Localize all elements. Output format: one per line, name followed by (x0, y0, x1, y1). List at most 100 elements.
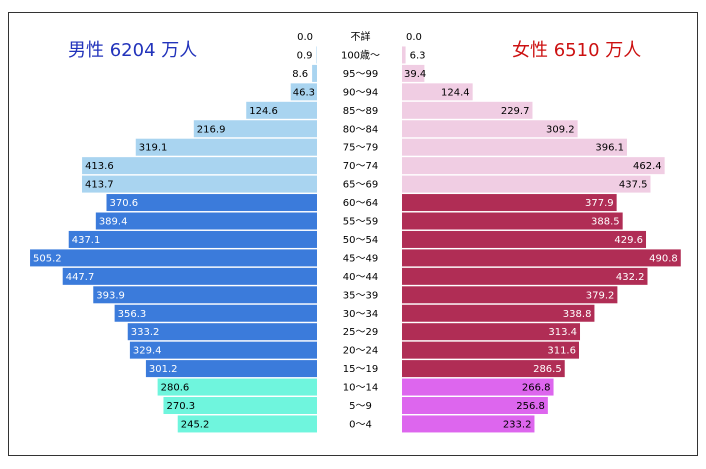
female-value-label: 437.5 (619, 180, 648, 191)
age-group-label: 10～14 (343, 383, 378, 394)
age-group-label: 80～84 (343, 124, 378, 135)
male-bar (163, 397, 317, 414)
age-group-label: 30～34 (343, 309, 378, 320)
female-value-label: 256.8 (516, 401, 545, 412)
male-bar (246, 101, 317, 119)
female-value-label: 286.5 (533, 364, 562, 375)
female-bar (402, 46, 406, 64)
male-bar (312, 64, 317, 82)
male-value-label: 0.9 (297, 50, 313, 61)
female-bar (402, 323, 581, 341)
male-value-label: 370.6 (109, 198, 138, 209)
male-bar (290, 83, 317, 101)
female-value-label: 379.2 (586, 290, 615, 301)
male-title: 男性 6204 万人 (68, 40, 198, 61)
female-bar (402, 157, 665, 175)
male-value-label: 124.6 (249, 106, 278, 117)
male-bar (114, 304, 317, 322)
female-value-label: 6.3 (410, 50, 426, 61)
female-bar (402, 101, 533, 119)
female-bar (402, 249, 681, 267)
female-value-label: 124.4 (441, 87, 470, 98)
female-value-label: 313.4 (548, 327, 577, 338)
female-value-label: 311.6 (547, 346, 576, 357)
male-bar (135, 138, 317, 156)
male-bar (62, 267, 317, 285)
female-bar (402, 138, 627, 156)
male-bar (106, 194, 317, 212)
male-value-label: 413.6 (85, 161, 114, 172)
male-value-label: 505.2 (33, 253, 62, 264)
female-value-label: 233.2 (503, 419, 532, 430)
female-value-label: 396.1 (595, 143, 624, 154)
age-group-label: 65～69 (343, 180, 378, 191)
female-value-label: 388.5 (591, 217, 620, 228)
male-bar (193, 120, 317, 138)
male-value-label: 437.1 (72, 235, 101, 246)
male-value-label: 393.9 (96, 290, 125, 301)
female-bar (402, 230, 647, 248)
male-bar (30, 249, 318, 267)
age-group-label: 35～39 (343, 290, 378, 301)
female-bar (402, 83, 473, 101)
age-group-label: 85～89 (343, 106, 378, 117)
female-bar (402, 341, 579, 359)
female-bar (402, 397, 548, 414)
age-group-label: 100歳～ (341, 49, 380, 61)
male-bar (93, 286, 317, 304)
female-value-label: 266.8 (522, 383, 551, 394)
age-group-label: 55～59 (343, 217, 378, 228)
female-bar (402, 175, 651, 193)
female-value-label: 338.8 (563, 309, 592, 320)
male-value-label: 329.4 (133, 346, 162, 357)
male-bar (157, 378, 317, 396)
male-value-label: 333.2 (131, 327, 160, 338)
male-value-label: 447.7 (66, 272, 95, 283)
female-bar (402, 267, 648, 285)
male-value-label: 0.0 (297, 32, 313, 43)
age-group-label: 50～54 (343, 235, 378, 246)
male-bar (145, 360, 317, 378)
age-group-label: 20～24 (343, 346, 378, 357)
female-bar (402, 194, 617, 212)
age-group-label: 45～49 (343, 253, 378, 264)
female-bar (402, 415, 535, 433)
age-group-label: 60～64 (343, 198, 378, 209)
age-group-label: 95～99 (343, 69, 378, 80)
age-group-label: 0～4 (349, 419, 372, 430)
female-bar (402, 64, 425, 82)
male-value-label: 301.2 (149, 364, 178, 375)
male-bar (316, 46, 317, 64)
male-bar (82, 175, 317, 193)
age-group-label: 不詳 (351, 30, 371, 43)
age-group-label: 15～19 (343, 364, 378, 375)
male-bar (95, 212, 317, 230)
male-value-label: 270.3 (166, 401, 195, 412)
male-value-label: 319.1 (139, 143, 168, 154)
female-bar (402, 304, 595, 322)
age-group-label: 5～9 (349, 401, 372, 412)
male-value-label: 46.3 (293, 87, 315, 98)
age-group-label: 25～29 (343, 327, 378, 338)
male-bar (127, 323, 317, 341)
male-value-label: 413.7 (85, 180, 114, 191)
female-title: 女性 6510 万人 (512, 40, 642, 61)
female-value-label: 229.7 (501, 106, 530, 117)
female-bar (402, 286, 618, 304)
age-group-label: 40～44 (343, 272, 378, 283)
female-value-label: 429.6 (614, 235, 643, 246)
female-value-label: 432.2 (616, 272, 645, 283)
female-bar (402, 212, 623, 230)
female-value-label: 39.4 (404, 69, 426, 80)
female-bar (402, 378, 554, 396)
age-group-label: 75～79 (343, 143, 378, 154)
female-value-label: 377.9 (585, 198, 614, 209)
male-value-label: 8.6 (292, 69, 308, 80)
male-bar (68, 230, 317, 248)
male-value-label: 245.2 (181, 419, 210, 430)
male-value-label: 389.4 (99, 217, 128, 228)
male-bar (177, 415, 317, 433)
female-value-label: 490.8 (649, 253, 678, 264)
male-bar (82, 157, 318, 175)
